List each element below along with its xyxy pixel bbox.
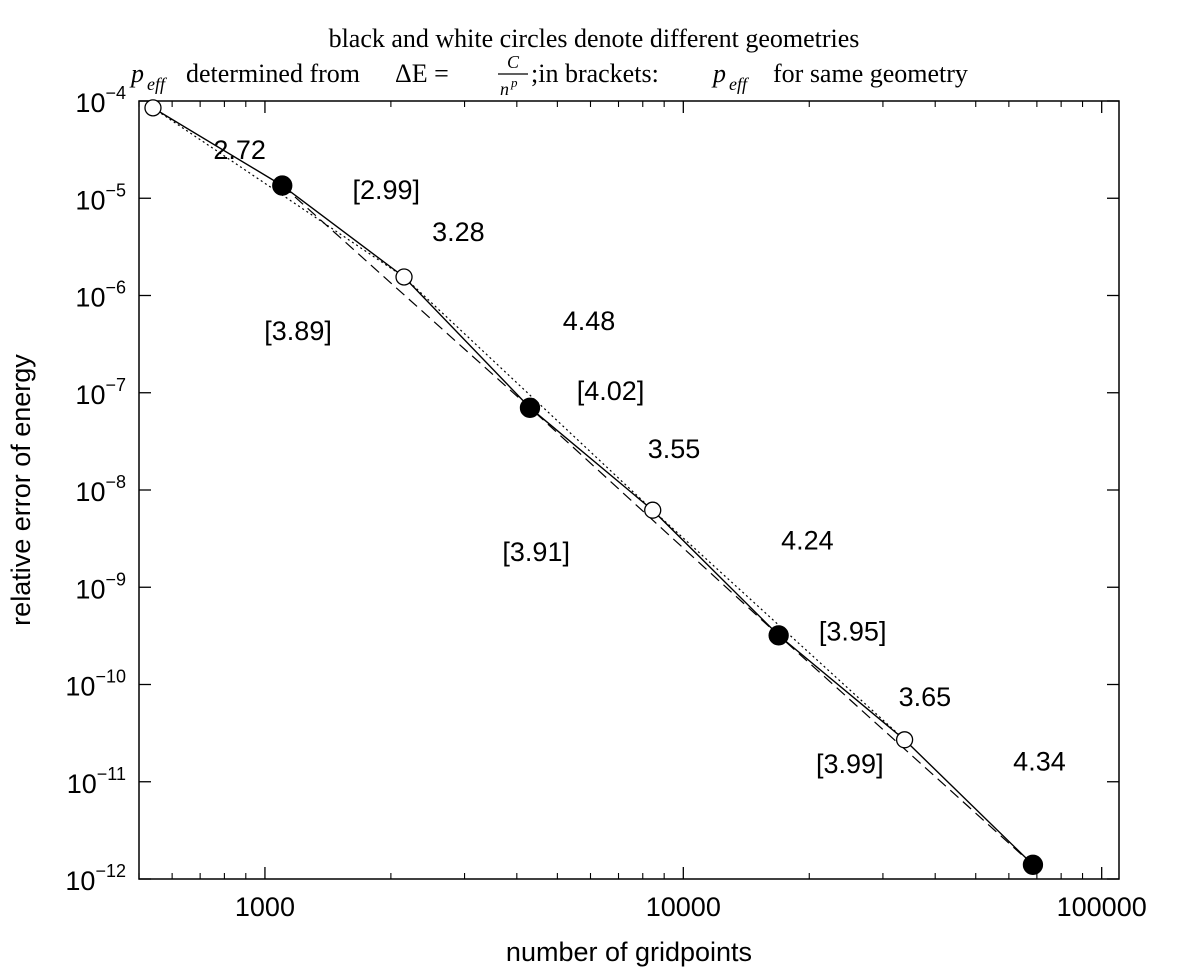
title-frac-den-exp: p (510, 75, 518, 90)
x-tick-labels: 1000 10000 100000 (235, 892, 1147, 922)
title-for-same-geometry: for same geometry (773, 59, 968, 88)
axis-ticks (138, 100, 1119, 880)
x-tick-label: 100000 (1057, 892, 1147, 922)
slope-annotation: [3.89] (264, 316, 332, 346)
x-tick-label: 1000 (235, 892, 295, 922)
slope-annotation: [3.95] (819, 616, 887, 646)
title-in-brackets: ;in brackets: (531, 59, 659, 88)
y-tick-label: 10−9 (75, 569, 126, 604)
slope-annotation: [3.99] (816, 749, 884, 779)
y-axis-label: relative error of energy (6, 354, 36, 626)
title-p-eff: p (129, 59, 144, 88)
x-axis-label: number of gridpoints (506, 937, 752, 967)
series-line-dashed (281, 185, 1034, 866)
slope-annotation: 4.24 (781, 525, 834, 555)
slope-annotation: 4.48 (563, 306, 616, 336)
y-tick-label: 10−10 (65, 667, 126, 702)
series-line-dotted (152, 107, 906, 741)
title-delta-e: ΔE = (395, 59, 449, 88)
y-tick-label: 10−12 (65, 861, 126, 896)
y-tick-label: 10−7 (75, 375, 126, 410)
title-p-eff-sub: eff (147, 74, 168, 94)
slope-annotation: [4.02] (577, 376, 645, 406)
slope-annotation: 4.34 (1013, 747, 1066, 777)
title-p-eff-2: p (711, 59, 726, 88)
slope-annotations: 2.72 [2.99] 3.28 [3.89] 4.48 [4.02]3.55 [3.91]… (213, 135, 1065, 779)
open-circle-marker (144, 99, 162, 117)
open-circle-marker (644, 501, 662, 519)
filled-circle-marker (272, 175, 293, 196)
slope-annotation: 3.65 (899, 682, 952, 712)
slope-annotation: [2.99] (353, 175, 421, 205)
filled-circle-marker (519, 397, 541, 418)
chart-title-line1: black and white circles denote different… (329, 24, 860, 53)
chart-title-line2: p eff determined from ΔE = C n p ;in bra… (129, 52, 968, 99)
open-circle-marker (395, 268, 413, 286)
title-frac-numerator: C (507, 52, 520, 72)
filled-circle-marker (768, 625, 789, 646)
title-p-eff-sub-2: eff (729, 74, 750, 94)
y-tick-label: 10−11 (67, 764, 126, 799)
slope-annotation: [3.91] (502, 537, 570, 567)
slope-annotation: 2.72 (213, 135, 266, 165)
y-tick-label: 10−5 (75, 180, 126, 215)
y-tick-labels: 10−4 10−5 10−6 10−7 10−8 10−9 10−10 10−11 10−12 (65, 83, 126, 896)
series-line-solid (152, 107, 1034, 866)
y-tick-label: 10−4 (75, 83, 126, 118)
data-markers (144, 99, 1044, 875)
y-tick-label: 10−8 (75, 472, 126, 507)
title-frac-den-base: n (500, 79, 509, 99)
y-tick-label: 10−6 (75, 278, 126, 313)
open-circle-marker (895, 731, 914, 749)
slope-annotation: 3.55 (648, 434, 701, 464)
slope-annotation: 3.28 (432, 217, 485, 247)
title-determined-from: determined from (186, 59, 360, 88)
x-tick-label: 10000 (646, 892, 721, 922)
series-lines (152, 107, 1034, 866)
filled-circle-marker (1022, 854, 1044, 875)
